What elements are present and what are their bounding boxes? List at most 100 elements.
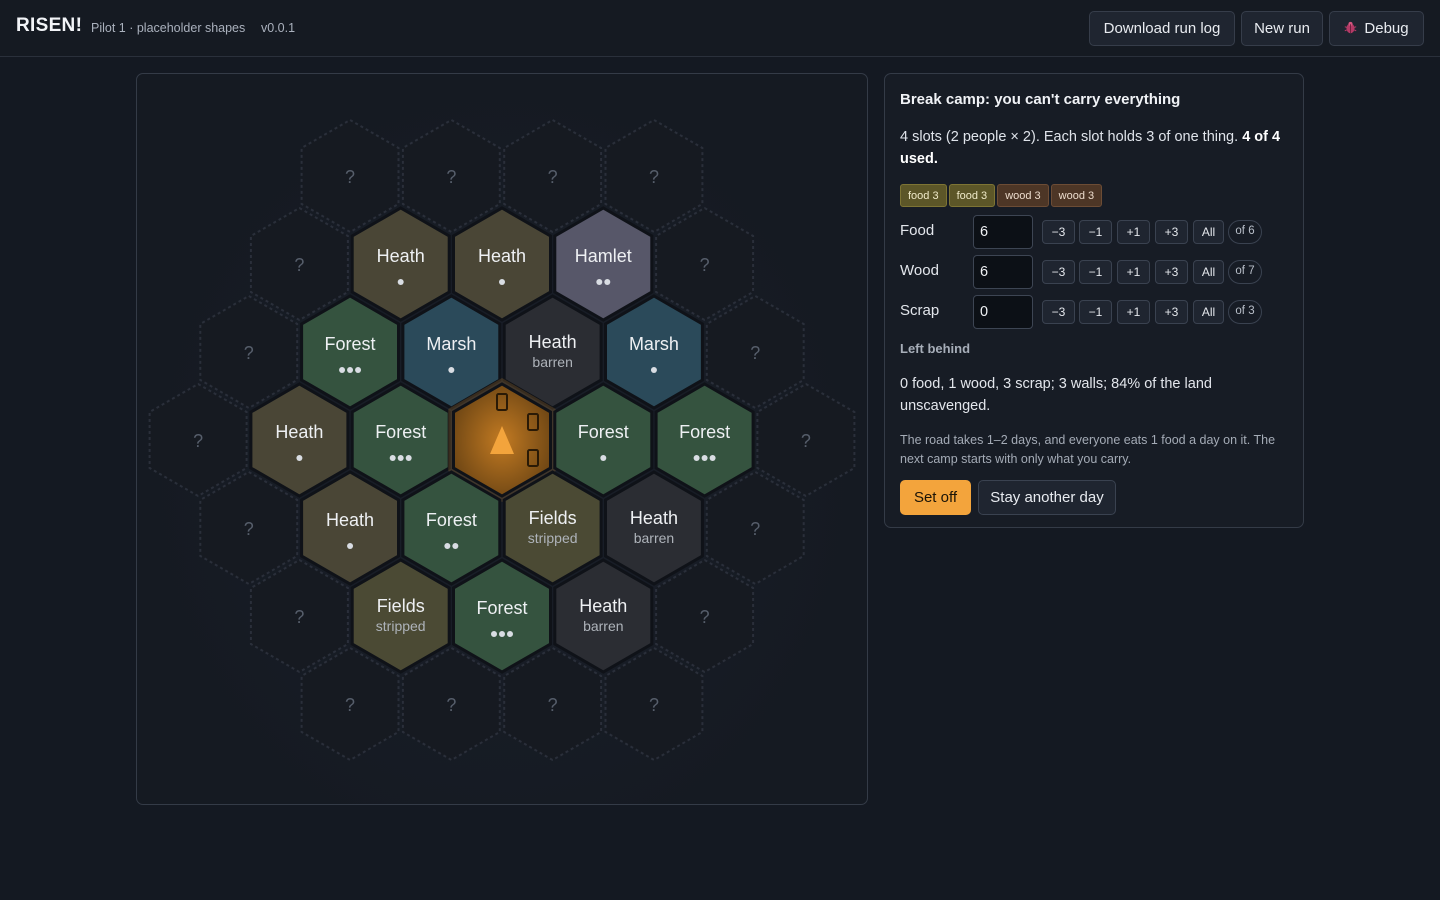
unknown-tile[interactable]: ? (199, 294, 299, 410)
debug-button[interactable]: Debug (1329, 11, 1424, 46)
resource-pip (339, 367, 346, 373)
unknown-tile[interactable]: ? (148, 382, 248, 498)
resource-pip (596, 279, 603, 285)
tile-label: Heath (579, 596, 627, 616)
camp-tile[interactable] (448, 378, 556, 502)
tile-heath[interactable]: Heath (300, 470, 400, 586)
resource-pip (389, 455, 396, 461)
scrap-step-button[interactable]: +1 (1117, 300, 1150, 324)
food-step-button[interactable]: +1 (1117, 220, 1150, 244)
tile-forest[interactable]: Forest (553, 382, 654, 498)
tile-barren[interactable]: Heath barren (502, 294, 603, 410)
unknown-tile[interactable]: ? (705, 470, 805, 586)
unknown-tile[interactable]: ? (655, 558, 755, 674)
wood-step-button[interactable]: +3 (1155, 260, 1188, 284)
set-off-button[interactable]: Set off (900, 480, 971, 515)
panel-title: Break camp: you can't carry everything (900, 91, 1181, 108)
unknown-tile[interactable]: ? (705, 294, 805, 410)
version-label: v0.0.1 (261, 21, 296, 35)
unknown-tile[interactable]: ? (655, 206, 755, 322)
unknown-tile[interactable]: ? (401, 118, 501, 234)
unknown-tile[interactable]: ? (503, 646, 603, 762)
scrap-step-button[interactable]: +3 (1155, 300, 1188, 324)
wood-step-button[interactable]: All (1193, 260, 1224, 284)
wood-step-button[interactable]: +1 (1117, 260, 1150, 284)
unknown-mark: ? (801, 431, 811, 451)
tile-marsh[interactable]: Marsh (604, 294, 704, 410)
food-step-button[interactable]: All (1193, 220, 1224, 244)
tile-forest[interactable]: Forest (452, 558, 552, 674)
bug-icon (1345, 21, 1357, 34)
scrap-step-button[interactable]: All (1193, 300, 1224, 324)
tile-fields[interactable]: Fields stripped (350, 558, 451, 674)
unknown-tile[interactable]: ? (604, 646, 704, 762)
tile-forest[interactable]: Forest (350, 382, 451, 498)
tile-barren[interactable]: Heath barren (553, 558, 654, 674)
food-step-button[interactable]: +3 (1155, 220, 1188, 244)
unknown-mark: ? (294, 255, 304, 275)
tile-heath[interactable]: Heath (350, 206, 451, 322)
tile-heath[interactable]: Heath (249, 382, 350, 498)
tile-label: Hamlet (575, 246, 632, 266)
scrap-amount-input[interactable] (973, 295, 1033, 329)
unknown-tile[interactable]: ? (199, 470, 299, 586)
tent-icon (490, 426, 514, 454)
resource-pip (491, 631, 497, 637)
new-run-button[interactable]: New run (1241, 11, 1323, 46)
wall-icon (527, 413, 539, 431)
unknown-tile[interactable]: ? (300, 118, 400, 234)
unknown-mark: ? (548, 695, 558, 715)
unknown-mark: ? (244, 343, 254, 363)
food-step-button[interactable]: −1 (1079, 220, 1112, 244)
tile-label: Forest (476, 598, 527, 618)
scrap-step-button[interactable]: −3 (1042, 300, 1075, 324)
tile-label: Forest (578, 422, 629, 442)
unknown-tile[interactable]: ? (604, 118, 704, 234)
tile-label: Forest (426, 510, 477, 530)
unknown-tile[interactable]: ? (756, 382, 856, 498)
tile-label: Marsh (426, 334, 476, 354)
food-amount-input[interactable] (973, 215, 1033, 249)
resource-label: Food (900, 222, 935, 239)
unknown-tile[interactable]: ? (249, 558, 349, 674)
wood-step-button[interactable]: −3 (1042, 260, 1075, 284)
wood-amount-input[interactable] (973, 255, 1033, 289)
tile-forest[interactable]: Forest (401, 470, 502, 586)
tile-forest[interactable]: Forest (654, 382, 755, 498)
break-camp-panel: Break camp: you can't carry everything 4… (884, 73, 1304, 528)
resource-pip (296, 455, 303, 461)
unknown-mark: ? (700, 255, 710, 275)
tile-label: Forest (679, 422, 730, 442)
tile-label: Heath (377, 246, 425, 266)
tile-label: Fields (377, 596, 425, 616)
tile-label: Forest (325, 334, 376, 354)
slot-chip: food 3 (900, 184, 947, 207)
unknown-tile[interactable]: ? (300, 646, 400, 762)
food-available-badge: of 6 (1228, 220, 1262, 244)
unknown-mark: ? (649, 167, 659, 187)
tile-label: Heath (478, 246, 526, 266)
wood-step-button[interactable]: −1 (1079, 260, 1112, 284)
stay-another-day-button[interactable]: Stay another day (978, 480, 1116, 515)
unknown-tile[interactable]: ? (401, 646, 501, 762)
tile-fields[interactable]: Fields stripped (502, 470, 603, 586)
wall-icon (496, 393, 508, 411)
tile-heath[interactable]: Heath (452, 206, 552, 322)
tile-status: stripped (376, 618, 426, 634)
tile-forest[interactable]: Forest (300, 294, 400, 410)
app-subtitle: Pilot 1 · placeholder shapes (91, 21, 246, 35)
food-step-button[interactable]: −3 (1042, 220, 1075, 244)
unknown-tile[interactable]: ? (249, 206, 349, 322)
left-behind-heading: Left behind (900, 341, 971, 356)
scrap-step-button[interactable]: −1 (1079, 300, 1112, 324)
tile-hamlet[interactable]: Hamlet (553, 206, 654, 322)
tile-barren[interactable]: Heath barren (604, 470, 704, 586)
unknown-mark: ? (750, 343, 760, 363)
tile-marsh[interactable]: Marsh (401, 294, 502, 410)
resource-pip (397, 455, 404, 461)
resource-pip (507, 631, 513, 637)
unknown-tile[interactable]: ? (503, 118, 603, 234)
unknown-mark: ? (345, 695, 355, 715)
download-run-log-button[interactable]: Download run log (1089, 11, 1235, 46)
